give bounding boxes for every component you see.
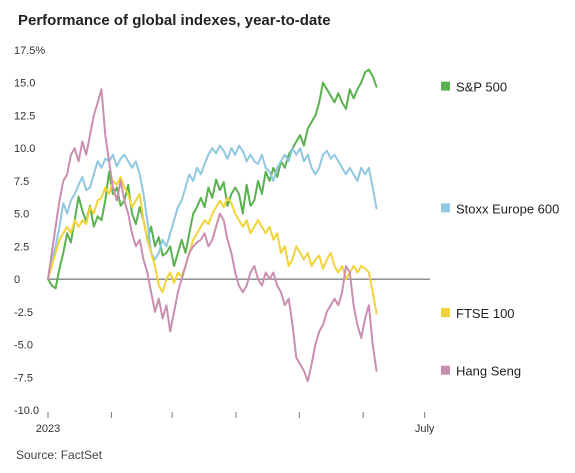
y-tick-label: 10.0 — [14, 143, 35, 155]
x-tick-label: 2023 — [36, 423, 60, 435]
y-tick-label: 12.5 — [14, 110, 35, 122]
legend-label: FTSE 100 — [456, 306, 515, 321]
y-tick-label: 5.0 — [14, 209, 29, 221]
series-line — [47, 176, 378, 315]
legend-swatch — [441, 308, 450, 318]
chart-title: Performance of global indexes, year-to-d… — [18, 12, 331, 29]
chart-source: Source: FactSet — [16, 448, 103, 462]
legend-label: Stoxx Europe 600 — [456, 201, 559, 216]
series-line — [47, 68, 378, 290]
y-tick-label: 0 — [14, 274, 20, 286]
series-line — [47, 144, 378, 281]
legend-swatch — [441, 365, 450, 375]
series-line — [47, 88, 378, 383]
y-tick-label: 15.0 — [14, 78, 35, 90]
y-tick-label: -10.0 — [14, 405, 39, 417]
x-tick-label: July — [415, 423, 435, 435]
y-tick-label: 2.5 — [14, 241, 29, 253]
y-tick-label: 7.5 — [14, 176, 29, 188]
legend-swatch — [441, 203, 450, 213]
legend-swatch — [441, 81, 450, 91]
y-tick-label: -5.0 — [14, 340, 33, 352]
y-tick-label: 17.5% — [14, 45, 45, 57]
legend-label: Hang Seng — [456, 364, 521, 379]
y-tick-label: -7.5 — [14, 372, 33, 384]
y-tick-label: -2.5 — [14, 307, 33, 319]
legend-label: S&P 500 — [456, 80, 507, 95]
